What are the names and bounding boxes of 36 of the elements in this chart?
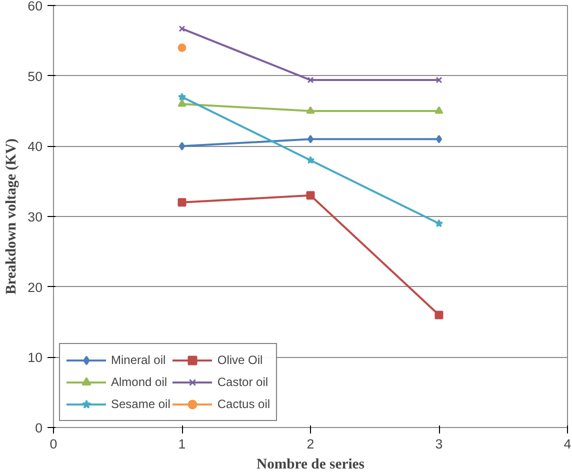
y-tick-label: 40 xyxy=(28,139,43,154)
x-tick-label: 0 xyxy=(50,436,58,452)
point xyxy=(434,310,444,320)
point xyxy=(434,219,444,228)
point xyxy=(178,25,186,32)
x-tick-label: 3 xyxy=(435,436,443,452)
legend-label: Sesame oil xyxy=(111,397,170,411)
x-tick-label: 2 xyxy=(306,436,314,452)
y-tick-label: 0 xyxy=(35,420,43,436)
y-tick-label: 60 xyxy=(28,0,43,14)
y-tick-label: 50 xyxy=(28,68,43,84)
legend-label: Almond oil xyxy=(111,375,168,389)
point xyxy=(434,106,444,114)
point xyxy=(436,76,442,84)
legend-label: Cactus oil xyxy=(217,397,270,411)
legend-label: Mineral oil xyxy=(111,353,166,367)
point xyxy=(306,106,315,114)
point xyxy=(306,156,315,164)
x-axis-title: Nombre de series xyxy=(256,456,365,472)
y-tick-label: 10 xyxy=(28,350,43,366)
y-tick-label: 20 xyxy=(28,280,43,295)
legend-label: Olive Oil xyxy=(217,353,263,367)
point xyxy=(178,43,186,52)
point xyxy=(436,134,442,144)
point xyxy=(178,92,186,101)
x-tick-label: 4 xyxy=(564,436,572,452)
y-tick-label: 30 xyxy=(28,210,43,224)
point xyxy=(178,198,186,207)
y-axis-title: Breakdown voltage (KV) xyxy=(4,138,20,295)
point xyxy=(307,76,314,84)
point xyxy=(307,134,314,144)
point xyxy=(178,142,186,150)
point xyxy=(306,191,315,200)
x-tick-label: 1 xyxy=(178,436,186,452)
point xyxy=(178,99,186,107)
legend-label: Castor oil xyxy=(217,375,268,389)
